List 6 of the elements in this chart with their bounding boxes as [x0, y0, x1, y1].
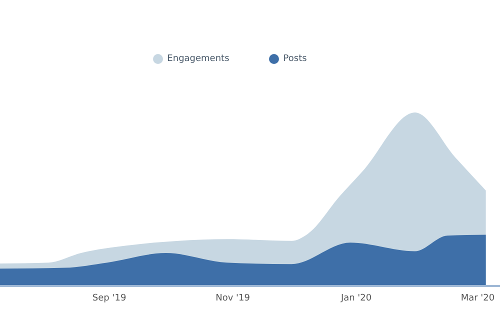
x-tick-label: Sep '19 [92, 293, 126, 304]
legend-label: Engagements [167, 54, 230, 64]
x-tick-label: Mar '20 [460, 293, 495, 304]
x-tick-label: Jan '20 [340, 293, 372, 304]
legend-label: Posts [283, 54, 307, 64]
x-tick-label: Nov '19 [216, 293, 250, 304]
